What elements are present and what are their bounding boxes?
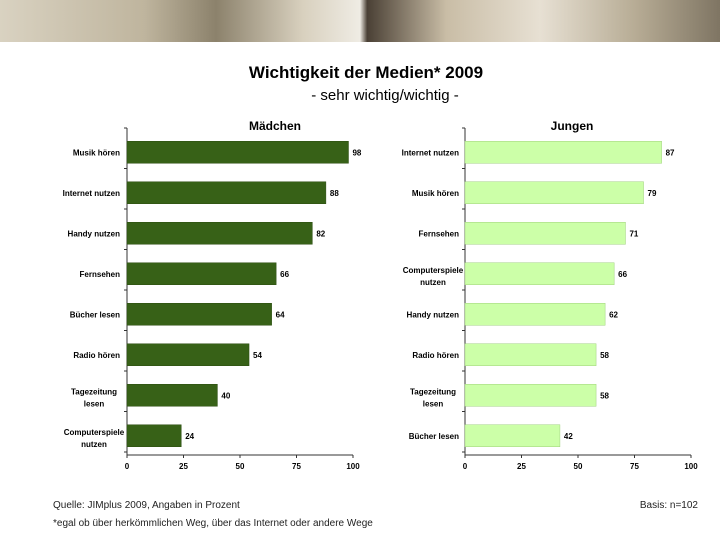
source-note: Quelle: JIMplus 2009, Angaben in Prozent: [53, 500, 240, 511]
footnote: *egal ob über herkömmlichen Weg, über da…: [53, 518, 373, 529]
bar: [464, 384, 597, 407]
x-tick-label: 75: [292, 462, 301, 471]
bar: [126, 384, 218, 407]
bar: [126, 303, 272, 326]
category-label: Handy nutzen: [68, 229, 121, 238]
data-label: 54: [253, 351, 262, 360]
bar: [126, 343, 250, 366]
data-label: 24: [185, 432, 194, 441]
basis-note: Basis: n=102: [639, 500, 698, 511]
bar: [464, 181, 644, 204]
data-label: 66: [280, 270, 289, 279]
x-tick-label: 100: [684, 462, 698, 471]
data-label: 58: [600, 351, 609, 360]
category-label: Computerspiele nutzen: [403, 266, 464, 287]
data-label: 40: [221, 391, 230, 400]
data-label: 71: [629, 229, 638, 238]
category-label: Fernsehen: [419, 229, 460, 238]
chart-subtitle: - sehr wichtig/wichtig -: [311, 87, 459, 104]
x-tick-label: 0: [125, 462, 130, 471]
x-tick-label: 0: [463, 462, 468, 471]
category-label: Bücher lesen: [70, 310, 120, 319]
category-label: Computerspiele nutzen: [64, 428, 125, 449]
chart-title: Wichtigkeit der Medien* 2009: [248, 63, 484, 82]
category-label: Bücher lesen: [409, 432, 459, 441]
data-label: 79: [648, 189, 657, 198]
data-label: 98: [352, 148, 361, 157]
category-label: Handy nutzen: [407, 310, 460, 319]
data-label: 66: [618, 270, 627, 279]
bar: [126, 424, 182, 447]
data-label: 58: [600, 391, 609, 400]
bar: [126, 141, 349, 164]
category-label: Musik hören: [73, 148, 120, 157]
panel-title: Jungen: [551, 119, 594, 133]
x-tick-label: 50: [574, 462, 583, 471]
bar: [464, 424, 561, 447]
x-tick-label: 50: [236, 462, 245, 471]
panel-title: Mädchen: [249, 119, 301, 133]
bar: [126, 222, 313, 245]
category-label: Musik hören: [412, 189, 459, 198]
data-label: 82: [316, 229, 325, 238]
bar: [464, 222, 626, 245]
category-label: Fernsehen: [80, 270, 121, 279]
data-label: 64: [276, 310, 285, 319]
x-tick-label: 25: [517, 462, 526, 471]
data-label: 62: [609, 310, 618, 319]
data-label: 88: [330, 189, 339, 198]
data-label: 42: [564, 432, 573, 441]
x-tick-label: 25: [179, 462, 188, 471]
category-label: Tagezeitung lesen: [410, 387, 456, 408]
bar: [126, 262, 277, 285]
header-photo-strip: [0, 0, 720, 42]
bar: [464, 303, 606, 326]
category-label: Tagezeitung lesen: [71, 387, 117, 408]
bar: [464, 262, 615, 285]
x-tick-label: 75: [630, 462, 639, 471]
data-label: 87: [666, 148, 675, 157]
category-label: Radio hören: [412, 351, 459, 360]
x-tick-label: 100: [346, 462, 360, 471]
bar: [464, 141, 662, 164]
category-label: Internet nutzen: [402, 148, 459, 157]
category-label: Radio hören: [73, 351, 120, 360]
bar: [126, 181, 327, 204]
category-label: Internet nutzen: [63, 189, 120, 198]
bar: [464, 343, 597, 366]
